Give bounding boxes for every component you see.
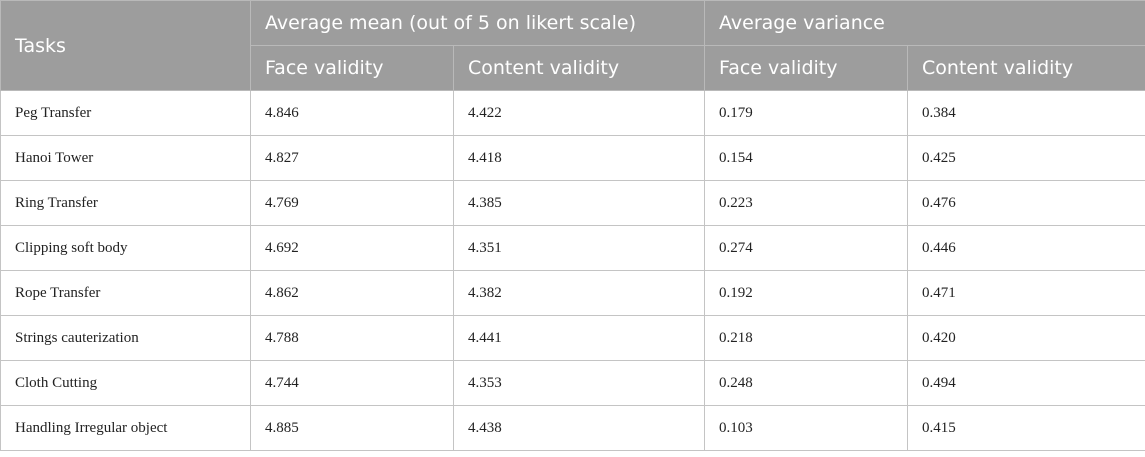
- header-mean-face-validity: Face validity: [250, 45, 454, 91]
- mean-content-validity: 4.353: [452, 360, 706, 406]
- mean-face-validity: 4.862: [250, 270, 454, 316]
- table-row: Strings cauterization 4.788 4.441 0.218 …: [0, 315, 1145, 361]
- mean-face-validity: 4.885: [250, 405, 454, 451]
- table-row: Hanoi Tower 4.827 4.418 0.154 0.425: [0, 135, 1145, 181]
- mean-content-validity: 4.351: [452, 225, 706, 271]
- variance-content-validity: 0.415: [907, 405, 1145, 451]
- task-name: Clipping soft body: [0, 225, 251, 271]
- mean-content-validity: 4.382: [452, 270, 706, 316]
- mean-face-validity: 4.692: [250, 225, 454, 271]
- table-row: Rope Transfer 4.862 4.382 0.192 0.471: [0, 270, 1145, 316]
- task-name: Strings cauterization: [0, 315, 251, 361]
- variance-content-validity: 0.425: [907, 135, 1145, 181]
- variance-face-validity: 0.248: [704, 360, 909, 406]
- mean-face-validity: 4.788: [250, 315, 454, 361]
- mean-face-validity: 4.846: [250, 90, 454, 136]
- table-row: Cloth Cutting 4.744 4.353 0.248 0.494: [0, 360, 1145, 406]
- task-name: Ring Transfer: [0, 180, 251, 226]
- table-row: Handling Irregular object 4.885 4.438 0.…: [0, 405, 1145, 451]
- header-average-variance: Average variance: [704, 0, 1145, 46]
- mean-face-validity: 4.769: [250, 180, 454, 226]
- variance-face-validity: 0.218: [704, 315, 909, 361]
- mean-content-validity: 4.441: [452, 315, 706, 361]
- header-row-subheaders: Face validity Content validity Face vali…: [1, 45, 1145, 91]
- task-name: Rope Transfer: [0, 270, 251, 316]
- variance-face-validity: 0.192: [704, 270, 909, 316]
- table-header: Tasks Average mean (out of 5 on likert s…: [0, 0, 1145, 91]
- task-name: Handling Irregular object: [0, 405, 251, 451]
- table-row: Peg Transfer 4.846 4.422 0.179 0.384: [0, 90, 1145, 136]
- variance-face-validity: 0.179: [704, 90, 909, 136]
- task-name: Cloth Cutting: [0, 360, 251, 406]
- table-body: Peg Transfer 4.846 4.422 0.179 0.384 Han…: [0, 90, 1145, 451]
- header-tasks: Tasks: [0, 0, 251, 91]
- mean-content-validity: 4.438: [452, 405, 706, 451]
- header-variance-face-validity: Face validity: [704, 45, 909, 91]
- variance-content-validity: 0.471: [907, 270, 1145, 316]
- table-row: Ring Transfer 4.769 4.385 0.223 0.476: [0, 180, 1145, 226]
- mean-content-validity: 4.385: [452, 180, 706, 226]
- table-row: Clipping soft body 4.692 4.351 0.274 0.4…: [0, 225, 1145, 271]
- variance-face-validity: 0.154: [704, 135, 909, 181]
- header-average-mean: Average mean (out of 5 on likert scale): [249, 0, 706, 46]
- variance-content-validity: 0.446: [907, 225, 1145, 271]
- header-mean-content-validity: Content validity: [452, 45, 706, 91]
- mean-content-validity: 4.418: [452, 135, 706, 181]
- mean-content-validity: 4.422: [452, 90, 706, 136]
- header-variance-content-validity: Content validity: [907, 45, 1145, 91]
- task-name: Hanoi Tower: [0, 135, 251, 181]
- variance-content-validity: 0.476: [907, 180, 1145, 226]
- task-name: Peg Transfer: [0, 90, 251, 136]
- variance-content-validity: 0.384: [907, 90, 1145, 136]
- variance-content-validity: 0.420: [907, 315, 1145, 361]
- mean-face-validity: 4.827: [250, 135, 454, 181]
- variance-face-validity: 0.223: [704, 180, 909, 226]
- header-row-groups: Tasks Average mean (out of 5 on likert s…: [0, 0, 1145, 91]
- variance-face-validity: 0.103: [704, 405, 909, 451]
- mean-face-validity: 4.744: [250, 360, 454, 406]
- variance-face-validity: 0.274: [704, 225, 909, 271]
- variance-content-validity: 0.494: [907, 360, 1145, 406]
